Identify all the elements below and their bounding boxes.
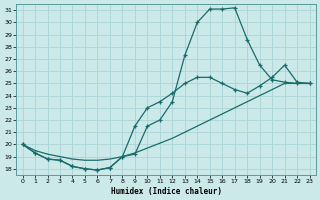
X-axis label: Humidex (Indice chaleur): Humidex (Indice chaleur) [111, 187, 221, 196]
